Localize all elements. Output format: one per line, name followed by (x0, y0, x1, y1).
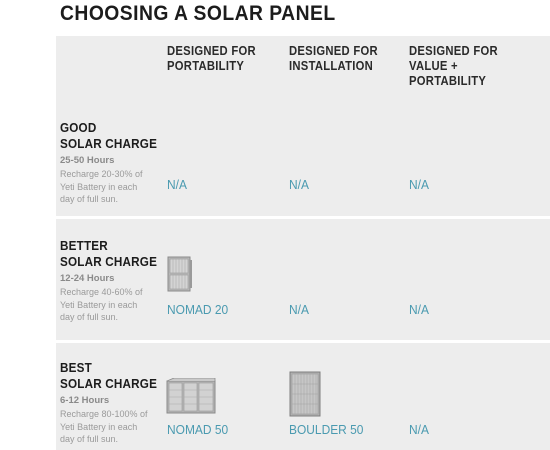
row-desc-line: day of full sun. (60, 434, 119, 444)
row-divider (56, 340, 550, 343)
row-desc-line: Yeti Battery in each (60, 299, 138, 310)
charge-hours: 6-12 Hours (60, 395, 110, 406)
row-label-good: GOOD SOLAR CHARGE 25-50 Hours Recharge 2… (60, 120, 168, 206)
row-title-line: SOLAR CHARGE (60, 376, 158, 391)
nomad-50-panel-image (166, 378, 216, 414)
column-header-line: VALUE + (409, 59, 458, 73)
charge-hours: 25-50 Hours (60, 155, 115, 166)
charge-hours: 12-24 Hours (60, 273, 115, 284)
page-title: CHOOSING A SOLAR PANEL (60, 2, 336, 25)
column-header-line: DESIGNED FOR (167, 44, 256, 58)
column-header-line: INSTALLATION (289, 59, 374, 73)
row-desc-line: day of full sun. (60, 194, 119, 204)
row-desc-line: Recharge 20-30% of (60, 169, 143, 179)
row-label-better: BETTER SOLAR CHARGE 12-24 Hours Recharge… (60, 238, 168, 324)
row-desc-line: Recharge 80-100% of (60, 409, 148, 419)
nomad-20-panel-image (167, 256, 192, 292)
cell-best-installation: BOULDER 50 (289, 422, 364, 437)
cell-better-value: N/A (409, 302, 429, 317)
cell-best-value: N/A (409, 422, 429, 437)
column-header-line: DESIGNED FOR (289, 44, 378, 58)
column-header-installation: DESIGNED FOR INSTALLATION (289, 44, 378, 74)
cell-better-portability: NOMAD 20 (167, 302, 229, 317)
cell-better-installation: N/A (289, 302, 309, 317)
boulder-50-panel-image (289, 371, 321, 417)
row-desc-line: Yeti Battery in each (60, 181, 138, 192)
row-label-best: BEST SOLAR CHARGE 6-12 Hours Recharge 80… (60, 360, 168, 446)
cell-good-value: N/A (409, 177, 429, 192)
row-title-line: BETTER (60, 238, 108, 253)
row-title-line: SOLAR CHARGE (60, 254, 158, 269)
row-desc-line: Yeti Battery in each (60, 421, 138, 432)
column-header-portability: DESIGNED FOR PORTABILITY (167, 44, 256, 74)
row-title-line: GOOD (60, 120, 97, 135)
column-header-value-portability: DESIGNED FOR VALUE + PORTABILITY (409, 44, 498, 89)
column-header-line: PORTABILITY (409, 74, 487, 88)
column-header-line: DESIGNED FOR (409, 44, 498, 58)
column-header-line: PORTABILITY (167, 59, 245, 73)
row-desc-line: Recharge 40-60% of (60, 287, 143, 297)
row-title-line: BEST (60, 360, 92, 375)
cell-good-installation: N/A (289, 177, 309, 192)
row-desc-line: day of full sun. (60, 312, 119, 322)
cell-good-portability: N/A (167, 177, 187, 192)
row-title-line: SOLAR CHARGE (60, 136, 158, 151)
cell-best-portability: NOMAD 50 (167, 422, 229, 437)
row-divider (56, 216, 550, 219)
